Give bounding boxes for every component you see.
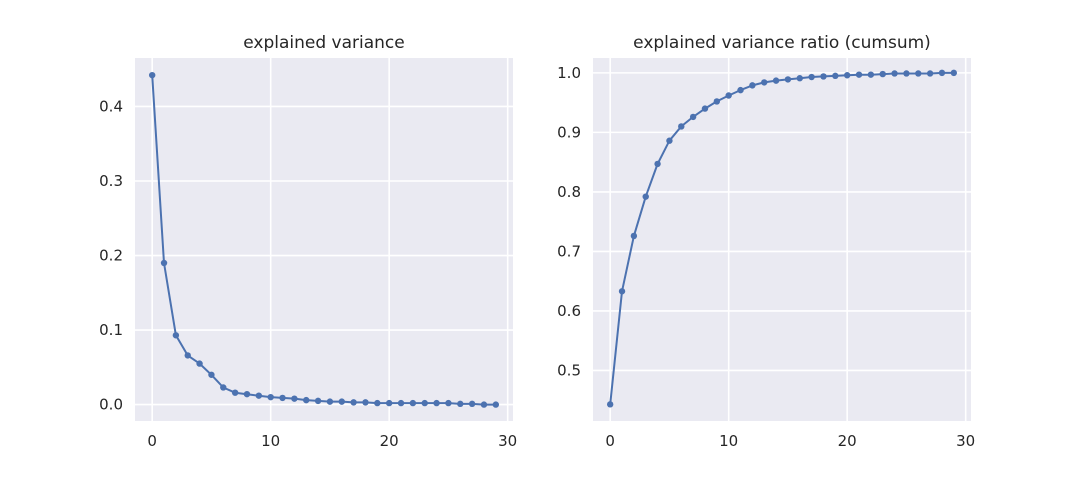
data-point (926, 70, 934, 77)
data-point (749, 82, 756, 89)
chart-explained-variance-ratio-cumsum: explained variance ratio (cumsum) 0 10 20 30… (557, 33, 975, 450)
data-point (267, 393, 274, 401)
data-point (654, 160, 661, 168)
x-tick-label: 20 (380, 432, 399, 450)
data-point (362, 399, 369, 406)
x-tick-label: 30 (956, 432, 975, 450)
data-point (468, 400, 476, 408)
data-point (492, 401, 500, 408)
y-tick-label: 0.4 (99, 97, 123, 115)
data-point (808, 73, 815, 81)
x-tick-label: 0 (147, 432, 157, 450)
data-point (642, 193, 649, 200)
plot-area (135, 58, 513, 421)
data-point (255, 392, 263, 399)
data-point (950, 69, 958, 77)
y-tick-label: 0.3 (99, 172, 123, 190)
data-point (915, 70, 922, 77)
data-point (409, 399, 417, 407)
y-tick-label: 0.9 (557, 123, 581, 141)
data-point (606, 401, 614, 408)
data-point (421, 399, 428, 407)
data-point (160, 259, 168, 267)
chart-title: explained variance (243, 33, 405, 53)
data-point (678, 123, 685, 130)
data-point (820, 73, 827, 80)
y-tick-label: 0.2 (99, 247, 123, 265)
y-tick-label: 0.0 (99, 396, 123, 414)
data-point (832, 72, 839, 80)
data-point (243, 390, 251, 398)
data-point (303, 396, 310, 404)
x-tick-label: 30 (498, 432, 517, 450)
data-point (713, 98, 721, 105)
data-point (220, 384, 227, 391)
y-tick-label: 0.6 (557, 302, 581, 320)
y-tick-label: 1.0 (557, 64, 581, 82)
data-point (618, 288, 626, 295)
data-point (231, 389, 239, 396)
data-point (630, 232, 638, 240)
data-point (938, 69, 946, 77)
data-point (148, 71, 156, 79)
data-point (891, 70, 898, 77)
data-point (397, 399, 405, 407)
data-point (279, 394, 286, 402)
y-tick-label: 0.5 (557, 361, 581, 379)
data-point (843, 72, 851, 79)
data-point (701, 105, 709, 112)
x-tick-label: 0 (605, 432, 615, 450)
data-point (725, 92, 732, 99)
x-tick-label: 10 (261, 432, 280, 450)
data-point (374, 399, 381, 407)
x-tick-label: 20 (838, 432, 857, 450)
data-point (350, 399, 357, 406)
data-point (291, 395, 298, 402)
y-tick-label: 0.1 (99, 321, 123, 339)
data-point (184, 352, 191, 359)
y-tick-label: 0.7 (557, 242, 581, 260)
data-point (666, 137, 673, 144)
data-point (326, 398, 334, 405)
data-point (480, 401, 488, 408)
data-point (314, 397, 322, 405)
data-point (867, 71, 875, 78)
data-point (208, 371, 215, 378)
data-point (338, 398, 345, 405)
data-point (385, 399, 393, 407)
data-point (879, 70, 886, 78)
chart-explained-variance: explained variance 0 10 20 30 0.0 0.1 0.2 0.3 0.4 (99, 33, 517, 450)
data-point (457, 400, 464, 408)
data-point (689, 113, 697, 121)
data-point (761, 79, 768, 86)
data-point (903, 70, 910, 77)
data-point (772, 77, 780, 84)
y-tick-label: 0.8 (557, 183, 581, 201)
data-point (784, 76, 792, 83)
data-point (737, 86, 744, 94)
data-point (172, 332, 180, 339)
plot-area (593, 58, 971, 421)
x-tick-label: 10 (719, 432, 738, 450)
data-point (433, 399, 440, 407)
data-point (796, 75, 803, 82)
data-point (855, 71, 863, 78)
data-point (196, 360, 203, 367)
chart-title: explained variance ratio (cumsum) (633, 33, 931, 53)
data-point (445, 399, 452, 407)
